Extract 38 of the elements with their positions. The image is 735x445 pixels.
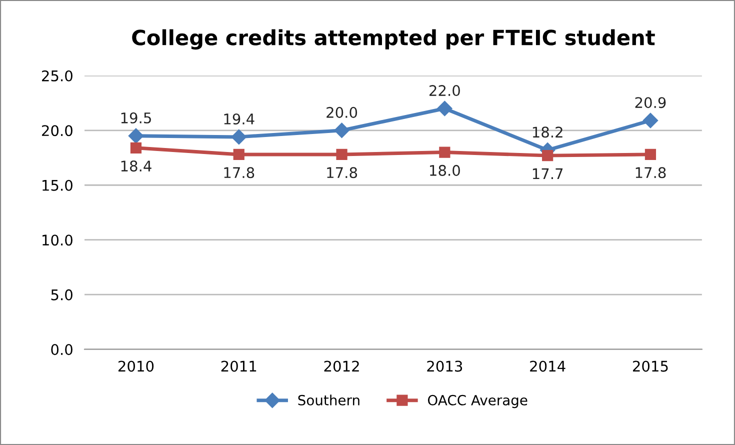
legend-label: Southern xyxy=(298,394,360,406)
data-label: 20.9 xyxy=(635,97,666,108)
y-tick-label: 15.0 xyxy=(42,180,72,191)
data-label: 18.4 xyxy=(121,160,152,172)
y-tick-label: 5.0 xyxy=(51,289,72,300)
point xyxy=(642,112,658,128)
x-tick-label: 2010 xyxy=(118,360,154,372)
point xyxy=(233,148,244,160)
point xyxy=(336,148,348,160)
point xyxy=(437,100,452,116)
point xyxy=(644,148,656,160)
x-tick-label: 2012 xyxy=(324,360,359,372)
data-label: 19.4 xyxy=(224,113,254,125)
y-tick-label: 0.0 xyxy=(51,344,72,356)
point xyxy=(439,146,450,158)
x-tick-label: 2011 xyxy=(221,360,256,372)
data-label: 18.0 xyxy=(430,164,460,176)
point xyxy=(128,128,144,144)
x-tick-label: 2014 xyxy=(530,360,566,372)
point xyxy=(542,150,554,162)
data-label: 17.8 xyxy=(327,167,358,178)
chart-title: College credits attempted per FTEIC student xyxy=(132,29,655,50)
point xyxy=(231,129,246,145)
data-label: 19.5 xyxy=(121,112,151,124)
y-tick-label: 25.0 xyxy=(42,70,72,82)
point xyxy=(130,142,142,154)
data-label: 17.8 xyxy=(224,167,254,178)
y-tick-label: 10.0 xyxy=(42,234,72,246)
point xyxy=(334,122,350,138)
data-label: 22.0 xyxy=(430,85,460,96)
data-label: 18.2 xyxy=(532,126,562,138)
y-tick-label: 20.0 xyxy=(42,125,72,136)
x-tick-label: 2013 xyxy=(427,360,462,372)
x-tick-label: 2015 xyxy=(632,360,668,372)
legend-label: OACC Average xyxy=(428,394,528,408)
data-label: 20.0 xyxy=(326,106,358,118)
data-label: 17.8 xyxy=(636,167,666,178)
data-label: 17.7 xyxy=(532,168,563,180)
